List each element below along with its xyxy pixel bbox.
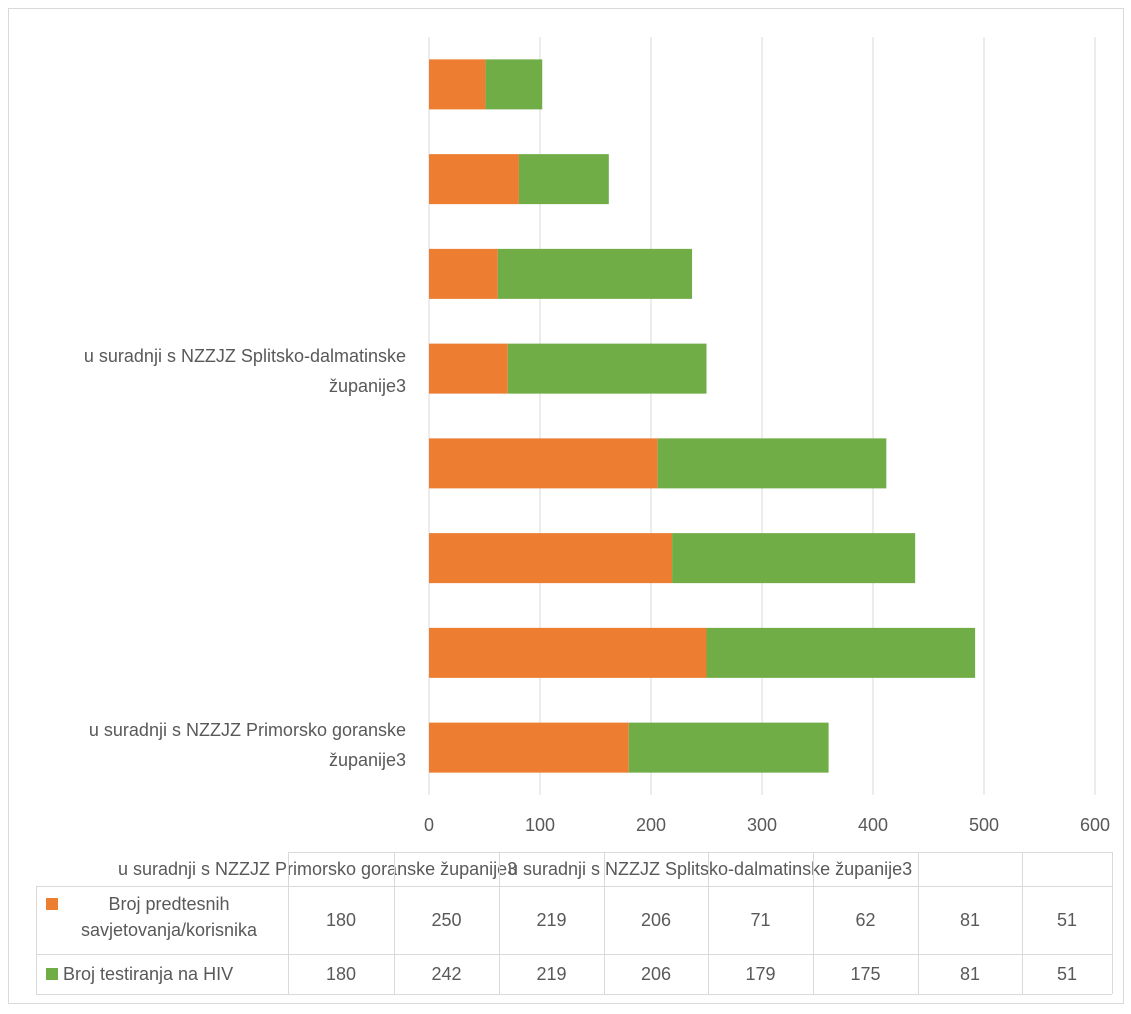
bar-predtesnih-2 — [429, 533, 672, 583]
table-value-predtesnih-6: 81 — [918, 886, 1022, 954]
table-hline-0 — [288, 852, 1112, 853]
bar-predtesnih-0 — [429, 723, 629, 773]
x-tick-label-500: 500 — [969, 815, 999, 835]
x-tick-label-400: 400 — [858, 815, 888, 835]
bar-testiranja-3 — [658, 438, 887, 488]
table-value-predtesnih-0: 180 — [288, 886, 394, 954]
bar-predtesnih-7 — [429, 59, 486, 109]
bar-predtesnih-4 — [429, 344, 508, 394]
bar-testiranja-7 — [486, 59, 543, 109]
legend-label-testiranja: Broj testiranja na HIV — [63, 961, 233, 987]
legend-key-testiranja — [46, 968, 58, 980]
category-label-primorsko-line2: županije3 — [329, 750, 406, 770]
category-label-splitsko-line1: u suradnji s NZZJZ Splitsko-dalmatinske — [84, 346, 406, 366]
table-value-testiranja-7: 51 — [1022, 954, 1112, 994]
bars — [429, 59, 975, 772]
x-tick-label-600: 600 — [1080, 815, 1110, 835]
bar-predtesnih-1 — [429, 628, 707, 678]
category-label-primorsko-line1: u suradnji s NZZJZ Primorsko goranske — [89, 720, 406, 740]
table-value-predtesnih-1: 250 — [394, 886, 499, 954]
table-header-splitsko: u suradnji s NZZJZ Splitsko-dalmatinske … — [508, 859, 912, 880]
legend-label-predtesnih-line1: Broj predtesnih — [54, 891, 284, 917]
table-value-predtesnih-7: 51 — [1022, 886, 1112, 954]
category-label-splitsko-line2: županije3 — [329, 376, 406, 396]
table-vline-0 — [36, 886, 37, 994]
table-value-testiranja-2: 219 — [499, 954, 604, 994]
table-header-primorsko: u suradnji s NZZJZ Primorsko goranske žu… — [118, 859, 517, 880]
table-hline-3 — [36, 994, 1112, 995]
table-value-testiranja-4: 179 — [708, 954, 813, 994]
x-tick-label-200: 200 — [636, 815, 666, 835]
table-value-predtesnih-5: 62 — [813, 886, 918, 954]
x-tick-label-300: 300 — [747, 815, 777, 835]
category-labels: u suradnji s NZZJZ Primorsko goranske žu… — [84, 346, 406, 770]
table-value-testiranja-5: 175 — [813, 954, 918, 994]
table-value-predtesnih-2: 219 — [499, 886, 604, 954]
x-tick-label-0: 0 — [424, 815, 434, 835]
x-tick-label-100: 100 — [525, 815, 555, 835]
x-axis-tick-labels: 0 100 200 300 400 500 600 — [424, 815, 1110, 835]
bar-predtesnih-5 — [429, 249, 498, 299]
gridlines — [429, 37, 1095, 795]
legend-label-predtesnih-line2: savjetovanja/korisnika — [54, 917, 284, 943]
table-vline-9 — [1112, 852, 1113, 994]
bar-predtesnih-6 — [429, 154, 519, 204]
table-value-testiranja-6: 81 — [918, 954, 1022, 994]
bar-testiranja-2 — [672, 533, 915, 583]
bar-testiranja-6 — [519, 154, 609, 204]
bar-testiranja-5 — [498, 249, 692, 299]
bar-testiranja-0 — [629, 723, 829, 773]
legend-label-predtesnih: Broj predtesnih savjetovanja/korisnika — [54, 891, 284, 943]
table-value-predtesnih-4: 71 — [708, 886, 813, 954]
table-value-testiranja-3: 206 — [604, 954, 708, 994]
table-value-testiranja-1: 242 — [394, 954, 499, 994]
table-value-predtesnih-3: 206 — [604, 886, 708, 954]
table-value-testiranja-0: 180 — [288, 954, 394, 994]
bar-testiranja-4 — [508, 344, 707, 394]
bar-testiranja-1 — [707, 628, 976, 678]
bar-predtesnih-3 — [429, 438, 658, 488]
